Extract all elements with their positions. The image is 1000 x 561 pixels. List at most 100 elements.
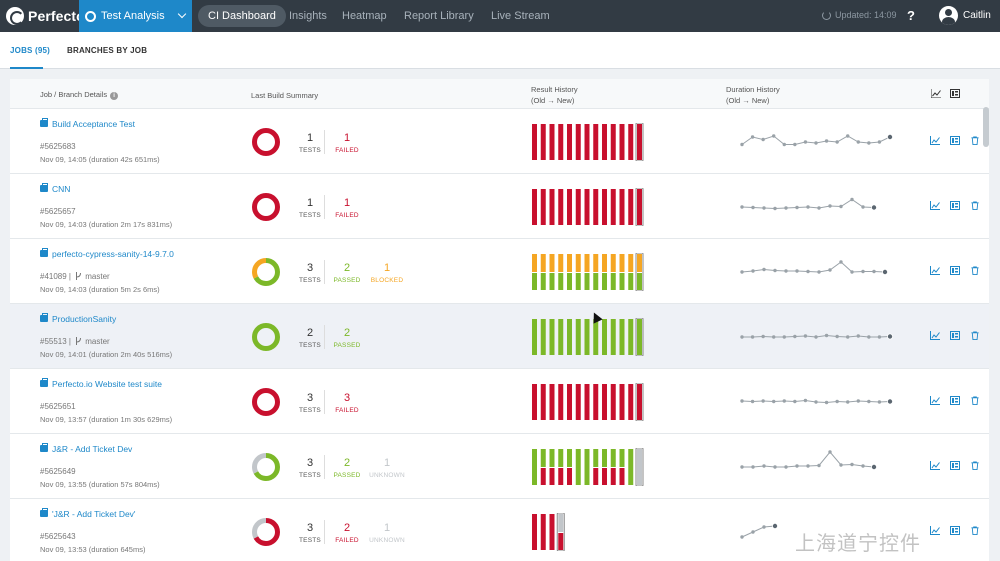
duration-point[interactable] — [773, 465, 777, 469]
module-switcher[interactable]: Test Analysis — [79, 0, 192, 32]
result-bar[interactable] — [593, 189, 599, 225]
duration-point[interactable] — [751, 465, 755, 469]
duration-point[interactable] — [773, 206, 777, 211]
duration-point[interactable] — [817, 270, 821, 274]
result-bar[interactable] — [549, 384, 555, 420]
result-bar[interactable] — [540, 319, 546, 355]
trash-icon[interactable] — [970, 461, 980, 470]
result-bar[interactable] — [532, 449, 537, 485]
table-row[interactable]: CNN #5625657 Nov 09, 14:03 (duration 2m 17… — [10, 174, 989, 239]
trash-icon[interactable] — [970, 331, 980, 340]
duration-point[interactable] — [850, 197, 854, 202]
duration-point[interactable] — [773, 268, 777, 273]
result-bar[interactable] — [635, 448, 644, 486]
result-bar[interactable] — [532, 319, 537, 355]
job-name-link[interactable]: 'J&R - Add Ticket Dev' — [52, 509, 136, 519]
result-bar[interactable] — [567, 319, 572, 355]
result-bar[interactable] — [540, 254, 546, 290]
result-bar[interactable] — [610, 124, 616, 160]
duration-point[interactable] — [870, 204, 877, 211]
report-icon[interactable] — [950, 201, 960, 210]
duration-point[interactable] — [784, 465, 788, 469]
duration-point[interactable] — [795, 269, 799, 273]
duration-point[interactable] — [828, 204, 832, 208]
result-bar[interactable] — [593, 254, 599, 290]
result-bar[interactable] — [584, 189, 590, 225]
duration-point[interactable] — [828, 450, 832, 454]
result-bar[interactable] — [619, 124, 625, 160]
duration-point[interactable] — [835, 140, 839, 144]
result-bar[interactable] — [635, 318, 644, 356]
duration-point[interactable] — [835, 334, 839, 339]
duration-point[interactable] — [861, 269, 865, 274]
duration-point[interactable] — [839, 260, 843, 264]
duration-point[interactable] — [761, 399, 765, 403]
trend-icon[interactable] — [931, 89, 941, 98]
result-bar[interactable] — [558, 449, 564, 485]
result-bar[interactable] — [575, 124, 581, 160]
result-bar[interactable] — [549, 124, 555, 160]
table-row[interactable]: perfecto-cypress-sanity-14-9.7.0 #41089 |… — [10, 239, 989, 304]
duration-point[interactable] — [814, 400, 818, 404]
trend-icon[interactable] — [930, 526, 940, 535]
result-bar[interactable] — [628, 189, 634, 225]
table-row[interactable]: J&R - Add Ticket Dev #5625649 Nov 09, 13:5… — [10, 434, 989, 499]
perfecto-logo[interactable]: Perfecto — [6, 7, 85, 25]
duration-point[interactable] — [856, 140, 860, 144]
report-icon[interactable] — [950, 331, 960, 340]
duration-point[interactable] — [751, 205, 755, 210]
result-bar[interactable] — [593, 124, 599, 160]
duration-point[interactable] — [793, 334, 797, 339]
duration-point[interactable] — [750, 135, 755, 139]
duration-point[interactable] — [761, 137, 765, 142]
nav-ci-dashboard[interactable]: CI Dashboard — [198, 5, 286, 27]
nav-heatmap[interactable]: Heatmap — [342, 10, 387, 22]
duration-point[interactable] — [886, 398, 893, 405]
duration-point[interactable] — [740, 399, 744, 403]
duration-point[interactable] — [886, 133, 893, 140]
duration-point[interactable] — [877, 335, 882, 339]
table-row[interactable]: ProductionSanity #55513 | master Nov 09, 1… — [10, 304, 989, 369]
result-bar[interactable] — [558, 384, 564, 420]
duration-point[interactable] — [824, 400, 829, 405]
job-name-link[interactable]: CNN — [52, 184, 71, 194]
result-bar[interactable] — [610, 189, 616, 225]
duration-point[interactable] — [856, 334, 860, 338]
result-bar[interactable] — [540, 384, 546, 420]
avatar[interactable] — [939, 6, 958, 25]
duration-point[interactable] — [839, 463, 843, 467]
duration-point[interactable] — [761, 334, 765, 339]
result-bar[interactable] — [532, 514, 537, 550]
duration-point[interactable] — [803, 140, 808, 144]
trash-icon[interactable] — [970, 396, 980, 405]
duration-point[interactable] — [740, 335, 744, 339]
duration-point[interactable] — [762, 525, 766, 529]
report-icon[interactable] — [950, 136, 960, 145]
result-bar[interactable] — [610, 319, 616, 355]
duration-point[interactable] — [751, 530, 755, 534]
result-bar[interactable] — [540, 514, 546, 550]
table-row[interactable]: Perfecto.io Website test suite #5625651 No… — [10, 369, 989, 434]
duration-point[interactable] — [795, 464, 799, 468]
duration-point[interactable] — [861, 464, 865, 468]
table-row[interactable]: 'J&R - Add Ticket Dev' #5625643 Nov 09, 13… — [10, 499, 989, 561]
duration-point[interactable] — [814, 141, 818, 145]
report-icon[interactable] — [950, 396, 960, 405]
result-bar[interactable] — [540, 124, 546, 160]
result-bar[interactable] — [558, 189, 564, 225]
duration-point[interactable] — [782, 142, 786, 147]
duration-point[interactable] — [750, 399, 755, 404]
duration-point[interactable] — [846, 134, 850, 138]
result-bar[interactable] — [602, 449, 607, 485]
trend-icon[interactable] — [930, 136, 940, 145]
result-bar[interactable] — [567, 449, 572, 485]
duration-point[interactable] — [772, 399, 776, 404]
duration-point[interactable] — [870, 463, 877, 470]
result-bar[interactable] — [602, 189, 607, 225]
result-bar[interactable] — [558, 124, 564, 160]
duration-point[interactable] — [814, 335, 818, 339]
tab-jobs[interactable]: JOBS (95) — [10, 46, 51, 55]
duration-point[interactable] — [806, 464, 810, 468]
result-bar[interactable] — [602, 319, 607, 355]
duration-point[interactable] — [839, 204, 843, 209]
